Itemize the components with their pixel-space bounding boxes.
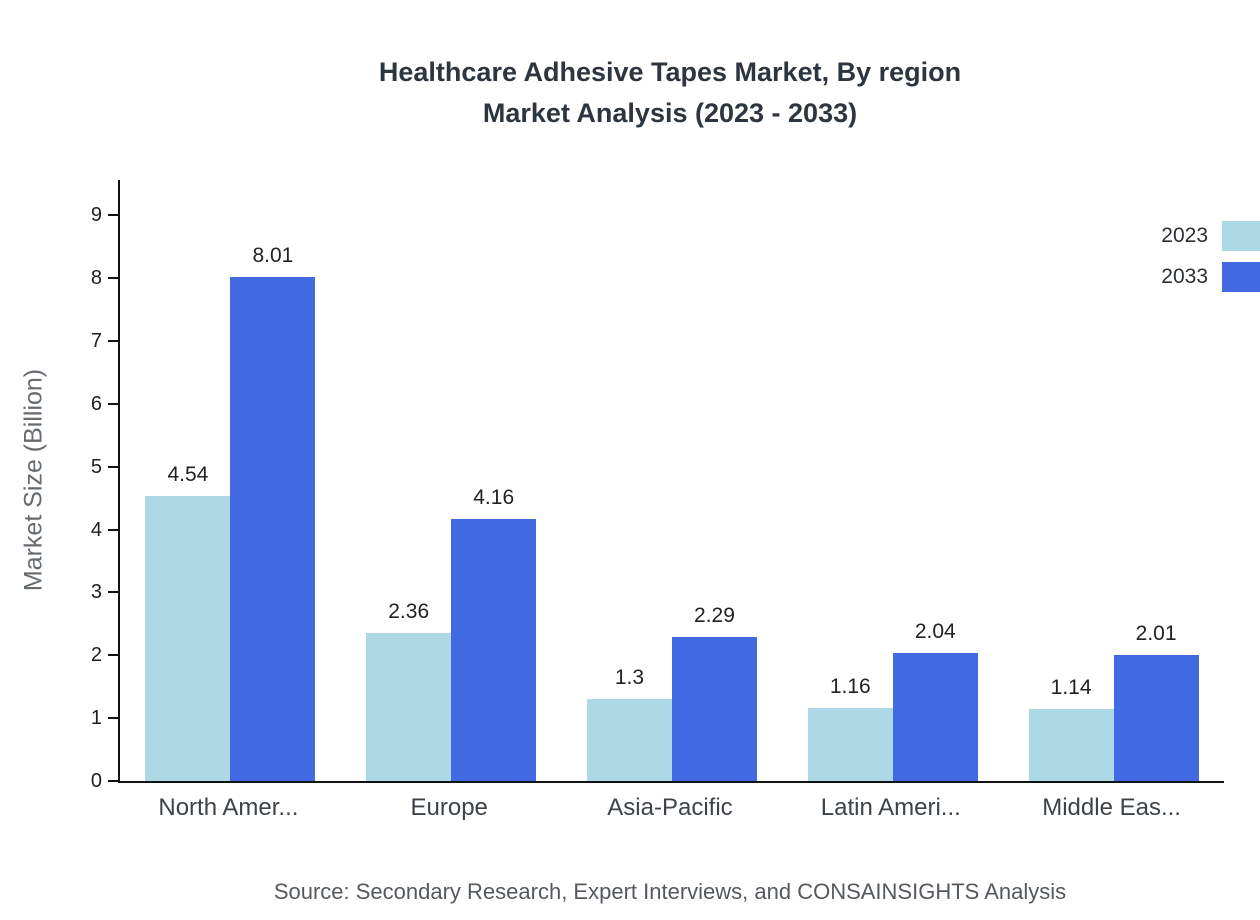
bar-value-label: 8.01 <box>252 244 294 268</box>
bar-pair: 2.36 4.16 <box>366 486 537 781</box>
legend: 2023 2033 <box>1161 221 1260 292</box>
y-axis-tick-label: 7 <box>90 329 102 352</box>
bar-value-label: 2.04 <box>914 619 956 643</box>
chart-title-line1: Healthcare Adhesive Tapes Market, By reg… <box>378 57 962 87</box>
bar-wrap: 8.01 <box>230 244 316 781</box>
bar-value-label: 4.16 <box>473 486 515 510</box>
bar-value-label: 1.3 <box>614 666 645 690</box>
bar-pair: 1.3 2.29 <box>586 604 757 781</box>
bar-value-label: 4.54 <box>167 462 209 486</box>
bar-group: 4.54 8.01 <box>120 180 341 781</box>
bar-wrap: 1.16 <box>807 675 893 781</box>
bar-group: 1.16 2.04 <box>782 180 1003 781</box>
bar-wrap: 4.54 <box>145 462 231 781</box>
x-axis-label: Asia-Pacific <box>607 794 733 821</box>
bar-2033 <box>671 637 757 781</box>
y-axis-tick-label: 9 <box>90 204 102 227</box>
bar-group: 1.14 2.01 <box>1003 180 1224 781</box>
y-axis-tick-mark <box>108 528 118 531</box>
y-axis-tick-mark <box>108 591 118 594</box>
plot-area: 4.54 8.01 2.36 4.16 1.3 2.29 1.16 2.04 1.14 2.01 … <box>91 180 1224 792</box>
legend-swatch <box>1222 221 1260 251</box>
bar-value-label: 2.29 <box>694 604 735 628</box>
y-axis-tick-mark <box>108 654 118 657</box>
bar-value-label: 2.01 <box>1135 621 1177 645</box>
bar-2033 <box>230 277 316 781</box>
bar-2033 <box>892 652 978 781</box>
bar-group: 1.3 2.29 <box>562 180 783 781</box>
bar-2033 <box>451 519 537 781</box>
y-axis-tick-mark <box>108 277 118 280</box>
y-axis-title: Market Size (Billion) <box>19 368 48 592</box>
chart-title: Healthcare Adhesive Tapes Market, By reg… <box>80 52 1260 134</box>
bar-pair: 4.54 8.01 <box>145 244 316 781</box>
x-axis-label: Middle Eas... <box>1042 794 1181 821</box>
y-axis-tick-label: 8 <box>90 267 102 290</box>
y-axis-tick-label: 5 <box>90 455 102 478</box>
bar-2023 <box>366 632 452 781</box>
bar-pair: 1.16 2.04 <box>807 619 978 781</box>
y-axis-tick-label: 6 <box>90 392 102 415</box>
bar-wrap: 2.01 <box>1113 621 1199 781</box>
source-note: Source: Secondary Research, Expert Inter… <box>273 879 1067 904</box>
bar-wrap: 4.16 <box>451 486 537 781</box>
legend-label: 2033 <box>1161 265 1208 288</box>
y-axis-tick-mark <box>108 780 118 782</box>
y-axis-tick-mark <box>108 339 118 342</box>
y-axis-tick-label: 2 <box>90 644 102 667</box>
legend-item: 2023 <box>1161 221 1260 251</box>
bar-2023 <box>807 708 893 781</box>
y-axis-tick-mark <box>108 402 118 405</box>
legend-swatch <box>1222 262 1260 292</box>
bar-2023 <box>145 495 231 781</box>
legend-label: 2023 <box>1161 224 1208 247</box>
y-axis-tick-label: 4 <box>90 518 102 541</box>
x-axis-labels: North Amer... Europe Asia-Pacific Latin Ame… <box>118 794 1222 822</box>
y-axis-tick-label: 0 <box>90 770 102 792</box>
bar-2023 <box>1028 709 1114 781</box>
x-axis-label: Europe <box>410 794 488 821</box>
bar-wrap: 1.14 <box>1028 676 1114 781</box>
bar-value-label: 2.36 <box>388 599 430 623</box>
y-axis-tick-mark <box>108 214 118 217</box>
chart-title-line2: Market Analysis (2023 - 2033) <box>482 98 858 128</box>
bar-value-label: 1.16 <box>829 675 871 699</box>
bar-groups: 4.54 8.01 2.36 4.16 1.3 2.29 1.16 2.04 1.14 2.01 <box>120 180 1224 781</box>
bar-2023 <box>586 699 672 781</box>
y-axis-tick-mark <box>108 465 118 468</box>
bar-wrap: 2.36 <box>366 599 452 781</box>
bar-wrap: 1.3 <box>586 666 672 781</box>
bar-group: 2.36 4.16 <box>341 180 562 781</box>
bar-wrap: 2.29 <box>671 604 757 781</box>
legend-item: 2033 <box>1161 262 1260 292</box>
bar-wrap: 2.04 <box>892 619 978 781</box>
x-axis-label: Latin Ameri... <box>820 794 961 821</box>
bar-2033 <box>1113 654 1199 781</box>
y-axis-tick-label: 3 <box>90 581 102 604</box>
y-axis-tick-mark <box>108 717 118 720</box>
bar-value-label: 1.14 <box>1050 676 1092 700</box>
x-axis-label: North Amer... <box>158 794 299 821</box>
y-axis-tick-label: 1 <box>90 707 102 730</box>
bar-pair: 1.14 2.01 <box>1028 621 1199 781</box>
